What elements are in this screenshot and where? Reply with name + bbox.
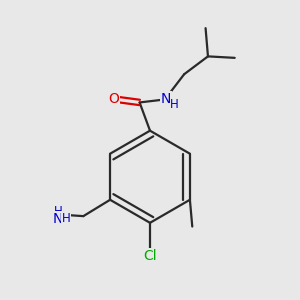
Text: N: N bbox=[161, 92, 171, 106]
Text: H: H bbox=[54, 205, 62, 218]
Text: H: H bbox=[170, 98, 179, 111]
Text: O: O bbox=[108, 92, 119, 106]
Text: N: N bbox=[53, 212, 63, 226]
Text: H: H bbox=[61, 212, 70, 225]
Text: Cl: Cl bbox=[143, 248, 157, 262]
